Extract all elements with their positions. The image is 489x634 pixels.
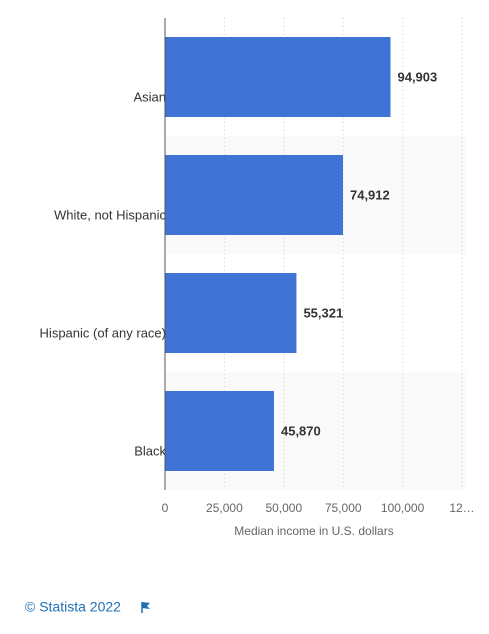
x-tick-label: 75,000 — [325, 501, 362, 515]
y-tick-label: White, not Hispanic — [54, 207, 166, 222]
x-tick-label: 12… — [449, 501, 474, 515]
flag-icon[interactable] — [141, 602, 150, 613]
value-label: 94,903 — [397, 69, 437, 84]
value-label: 55,321 — [303, 305, 343, 320]
value-label: 74,912 — [350, 187, 390, 202]
x-tick-label: 100,000 — [381, 501, 425, 515]
y-tick-label: Black — [134, 443, 166, 458]
x-tick-label: 50,000 — [265, 501, 302, 515]
bar — [165, 155, 343, 235]
bar — [165, 391, 274, 471]
x-tick-label: 25,000 — [206, 501, 243, 515]
bar — [165, 273, 297, 353]
y-tick-label: Asian — [133, 89, 166, 104]
y-tick-label: Hispanic (of any race) — [40, 325, 166, 340]
value-label: 45,870 — [281, 423, 321, 438]
bar — [165, 37, 391, 117]
x-axis-label: Median income in U.S. dollars — [234, 524, 393, 538]
credit[interactable]: © Statista 2022 — [25, 599, 121, 615]
x-tick-label: 0 — [162, 501, 169, 515]
